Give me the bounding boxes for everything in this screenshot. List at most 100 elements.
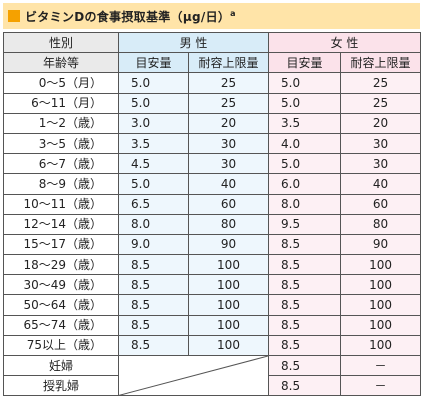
female-adequate-cell: 4.0 [268, 132, 342, 155]
female-upper-cell: 100 [340, 334, 422, 357]
male-adequate-cell: 5.0 [118, 173, 189, 195]
male-adequate-cell: 6.5 [118, 193, 189, 215]
male-adequate-cell: 8.5 [118, 314, 189, 336]
male-upper-cell: 60 [187, 193, 270, 215]
table-row: 65～74（歳） 8.5 100 8.5 100 [3, 314, 422, 336]
age-cell: 30～49（歳） [3, 274, 119, 296]
special-group-cell: 授乳婦 [3, 375, 119, 397]
table-row: 18～29（歳） 8.5 100 8.5 100 [3, 254, 422, 276]
vitamin-d-intake-table: 性別 男 性 女 性 年齢等 目安量 耐容上限量 目安量 耐容上限量 0～5（月… [3, 31, 422, 397]
male-upper-cell: 25 [187, 92, 270, 114]
male-adequate-cell: 8.5 [118, 294, 189, 316]
female-upper-cell: 25 [340, 92, 422, 114]
male-adequate-cell: 8.0 [118, 213, 189, 235]
table-row: 30～49（歳） 8.5 100 8.5 100 [3, 274, 422, 296]
table-row: 6～11（月） 5.0 25 5.0 25 [3, 92, 422, 114]
age-cell: 3～5（歳） [3, 132, 119, 155]
female-adequate-cell: 8.0 [268, 193, 342, 215]
male-adequate-cell: 9.0 [118, 233, 189, 256]
male-upper-cell: 100 [187, 294, 270, 316]
female-adequate-cell: 8.5 [268, 254, 342, 276]
header-female-upper: 耐容上限量 [340, 52, 422, 74]
female-adequate-cell: 8.5 [268, 354, 342, 377]
male-not-applicable-cell [117, 354, 270, 397]
age-cell: 15～17（歳） [3, 233, 119, 256]
female-upper-cell: 60 [340, 193, 422, 215]
age-cell: 6～7（歳） [3, 153, 119, 175]
male-adequate-cell: 3.0 [118, 112, 189, 134]
male-upper-cell: 30 [187, 132, 270, 155]
header-row-metrics: 年齢等 目安量 耐容上限量 目安量 耐容上限量 [3, 52, 422, 74]
female-upper-cell: － [340, 354, 422, 377]
female-adequate-cell: 8.5 [268, 233, 342, 256]
male-upper-cell: 30 [187, 153, 270, 175]
table-row: 1～2（歳） 3.0 20 3.5 20 [3, 112, 422, 134]
table-row: 10～11（歳） 6.5 60 8.0 60 [3, 193, 422, 215]
male-adequate-cell: 8.5 [118, 334, 189, 357]
male-adequate-cell: 5.0 [118, 92, 189, 114]
table-title-bar: ビタミンDの食事摂取基準（μg/日）a [3, 3, 420, 29]
header-male: 男 性 [117, 31, 270, 54]
male-adequate-cell: 8.5 [118, 254, 189, 276]
table-row: 15～17（歳） 9.0 90 8.5 90 [3, 233, 422, 256]
female-adequate-cell: 5.0 [268, 153, 342, 175]
female-upper-cell: 40 [340, 173, 422, 195]
male-upper-cell: 100 [187, 314, 270, 336]
age-cell: 0～5（月） [3, 72, 119, 94]
table-row: 8～9（歳） 5.0 40 6.0 40 [3, 173, 422, 195]
female-adequate-cell: 8.5 [268, 314, 342, 336]
female-upper-cell: 25 [340, 72, 422, 94]
male-adequate-cell: 4.5 [118, 153, 189, 175]
male-upper-cell: 100 [187, 254, 270, 276]
table-title: ビタミンDの食事摂取基準（μg/日）a [25, 8, 236, 24]
female-adequate-cell: 8.5 [268, 334, 342, 357]
female-upper-cell: 100 [340, 314, 422, 336]
female-upper-cell: 100 [340, 254, 422, 276]
male-upper-cell: 40 [187, 173, 270, 195]
title-marker-icon [8, 10, 20, 22]
age-cell: 6～11（月） [3, 92, 119, 114]
age-cell: 12～14（歳） [3, 213, 119, 235]
female-upper-cell: － [340, 375, 422, 397]
diagonal-slash-icon [119, 356, 268, 395]
female-upper-cell: 30 [340, 153, 422, 175]
age-cell: 18～29（歳） [3, 254, 119, 276]
header-female-adequate: 目安量 [268, 52, 342, 74]
age-cell: 65～74（歳） [3, 314, 119, 336]
header-sex: 性別 [3, 31, 119, 54]
male-upper-cell: 80 [187, 213, 270, 235]
table-row: 75以上（歳） 8.5 100 8.5 100 [3, 334, 422, 357]
female-upper-cell: 90 [340, 233, 422, 256]
female-adequate-cell: 5.0 [268, 72, 342, 94]
header-row-sex: 性別 男 性 女 性 [3, 31, 422, 54]
table-row: 3～5（歳） 3.5 30 4.0 30 [3, 132, 422, 155]
table-row-special: 妊婦 8.5 － [3, 354, 422, 397]
male-adequate-cell: 8.5 [118, 274, 189, 296]
table-row-special: 授乳婦 8.5 － [3, 375, 422, 397]
female-upper-cell: 100 [340, 294, 422, 316]
table-row: 0～5（月） 5.0 25 5.0 25 [3, 72, 422, 94]
header-male-adequate: 目安量 [118, 52, 189, 74]
male-adequate-cell: 3.5 [118, 132, 189, 155]
female-adequate-cell: 9.5 [268, 213, 342, 235]
table-row: 12～14（歳） 8.0 80 9.5 80 [3, 213, 422, 235]
male-upper-cell: 100 [187, 274, 270, 296]
age-cell: 50～64（歳） [3, 294, 119, 316]
age-cell: 10～11（歳） [3, 193, 119, 215]
header-age: 年齢等 [3, 52, 119, 74]
title-footnote-mark: a [230, 8, 236, 18]
table-row: 6～7（歳） 4.5 30 5.0 30 [3, 153, 422, 175]
female-adequate-cell: 5.0 [268, 92, 342, 114]
age-cell: 8～9（歳） [3, 173, 119, 195]
female-adequate-cell: 8.5 [268, 274, 342, 296]
header-male-upper: 耐容上限量 [187, 52, 270, 74]
male-adequate-cell: 5.0 [118, 72, 189, 94]
table-row: 50～64（歳） 8.5 100 8.5 100 [3, 294, 422, 316]
female-adequate-cell: 3.5 [268, 112, 342, 134]
male-upper-cell: 20 [187, 112, 270, 134]
female-upper-cell: 80 [340, 213, 422, 235]
male-upper-cell: 100 [187, 334, 270, 357]
female-adequate-cell: 6.0 [268, 173, 342, 195]
female-upper-cell: 100 [340, 274, 422, 296]
female-adequate-cell: 8.5 [268, 375, 342, 397]
